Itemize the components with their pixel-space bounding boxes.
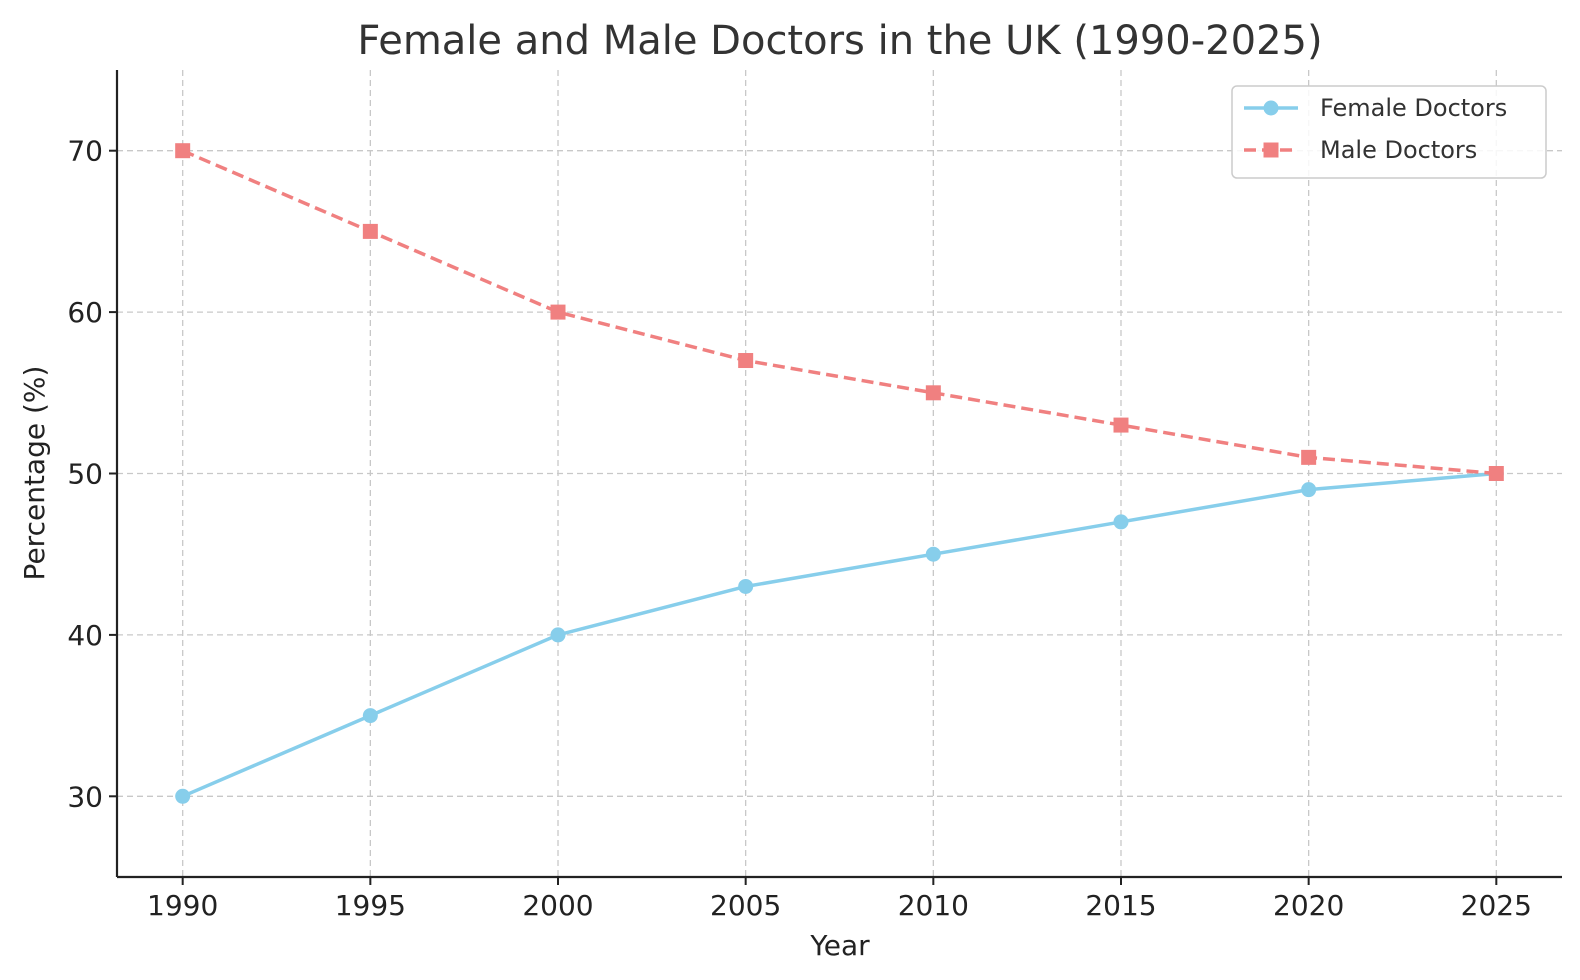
legend: Female Doctors Male Doctors bbox=[1231, 85, 1547, 179]
y-tick-label: 60 bbox=[67, 296, 103, 329]
female-doctors-point bbox=[925, 546, 941, 562]
legend-marker-male bbox=[1263, 142, 1279, 158]
male-doctors-point bbox=[1488, 466, 1504, 481]
legend-box bbox=[1231, 85, 1547, 179]
x-tick-label: 1990 bbox=[147, 889, 218, 922]
female-doctors-line bbox=[181, 471, 1497, 798]
female-doctors-point bbox=[738, 578, 754, 594]
male-doctors-point bbox=[1113, 417, 1129, 433]
x-tick-label: 2020 bbox=[1273, 889, 1344, 922]
legend-label-female: Female Doctors bbox=[1320, 94, 1507, 122]
chart-title: Female and Male Doctors in the UK (1990-… bbox=[357, 18, 1322, 64]
male-doctors-point bbox=[362, 223, 378, 239]
x-tick-label: 2015 bbox=[1085, 889, 1156, 922]
male-doctors-point bbox=[925, 385, 941, 401]
male-doctors-point bbox=[175, 143, 191, 159]
tick-labels: 1990 1995 2000 2005 2010 2015 2020 2025 30 40 50 60… bbox=[67, 135, 1532, 922]
y-axis-label: Percentage (%) bbox=[18, 366, 51, 581]
x-tick-label: 2025 bbox=[1461, 889, 1532, 922]
female-doctors-point bbox=[175, 788, 191, 804]
y-tick-label: 30 bbox=[67, 780, 103, 813]
series-male-doctors bbox=[175, 143, 1504, 481]
grid-lines bbox=[117, 70, 1562, 877]
x-tick-label: 1995 bbox=[335, 889, 406, 922]
female-doctors-point bbox=[1301, 482, 1317, 498]
female-doctors-point bbox=[362, 708, 378, 724]
male-doctors-line bbox=[181, 149, 1497, 476]
series-layer bbox=[175, 143, 1504, 804]
female-doctors-point bbox=[550, 627, 566, 643]
y-tick-label: 70 bbox=[67, 135, 103, 168]
male-doctors-point bbox=[738, 353, 754, 369]
male-doctors-point bbox=[550, 304, 566, 320]
y-tick-label: 50 bbox=[67, 458, 103, 491]
x-tick-label: 2000 bbox=[522, 889, 593, 922]
y-tick-label: 40 bbox=[67, 619, 103, 652]
x-tick-label: 2010 bbox=[898, 889, 969, 922]
legend-label-male: Male Doctors bbox=[1320, 136, 1477, 164]
female-doctors-point bbox=[1113, 514, 1129, 530]
legend-marker-female bbox=[1263, 100, 1279, 116]
x-axis-label: Year bbox=[809, 929, 870, 962]
x-tick-label: 2005 bbox=[710, 889, 781, 922]
male-doctors-point bbox=[1301, 449, 1317, 465]
